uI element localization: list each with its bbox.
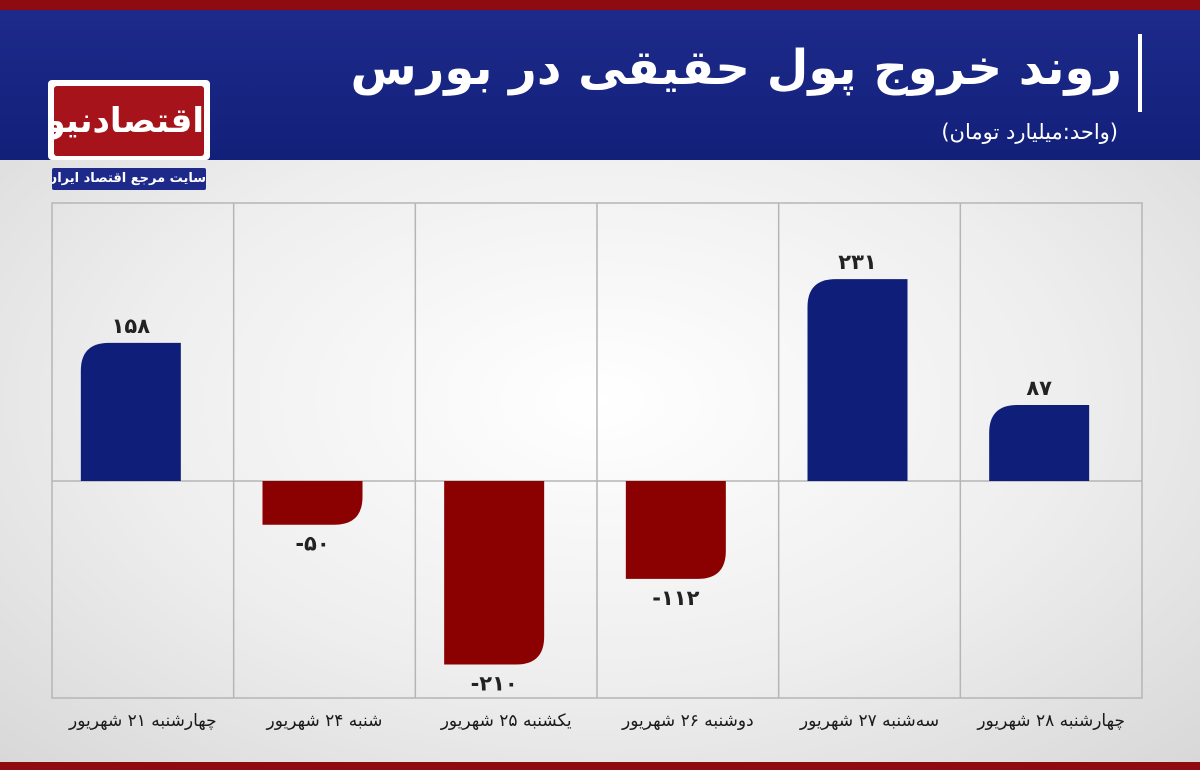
data-label: ۱۵۸ xyxy=(112,314,151,338)
chart-bars xyxy=(80,279,1090,665)
category-label: سه‌شنبه ۲۷ شهریور xyxy=(799,711,939,731)
bar-negative xyxy=(444,481,545,665)
chart-grid xyxy=(51,202,1143,699)
data-label: ۲۳۱ xyxy=(838,250,876,274)
title-divider xyxy=(1138,34,1142,112)
brand-logo: اقتصادنیوز xyxy=(48,80,210,160)
bar-positive xyxy=(989,404,1090,481)
bar-positive xyxy=(807,279,908,481)
bar-positive xyxy=(80,342,181,481)
bottom-accent-strip xyxy=(0,762,1200,770)
category-label: چهارشنبه ۲۸ شهریور xyxy=(976,711,1125,731)
unit-subtitle: (واحد:میلیارد تومان) xyxy=(941,120,1118,144)
data-label: ۸۷ xyxy=(1026,376,1052,400)
category-label: چهارشنبه ۲۱ شهریور xyxy=(68,711,217,731)
logo-wordmark: اقتصادنیوز xyxy=(54,86,204,156)
category-label: شنبه ۲۴ شهریور xyxy=(266,711,383,731)
chart-labels: ۱۵۸ چهارشنبه ۲۱ شهریور -۵۰ شنبه ۲۴ شهریور -۲… xyxy=(68,250,1125,731)
category-label: یکشنبه ۲۵ شهریور xyxy=(440,711,572,731)
bar-negative xyxy=(625,481,726,579)
logo-tagline: سایت مرجع اقتصاد ایران xyxy=(52,168,206,190)
category-label: دوشنبه ۲۶ شهریور xyxy=(621,711,754,731)
data-label: -۵۰ xyxy=(295,532,329,556)
data-label: -۲۱۰ xyxy=(471,672,518,696)
top-accent-strip xyxy=(0,0,1200,10)
data-label: -۱۱۲ xyxy=(652,586,699,610)
page-title: روند خروج پول حقیقی در بورس xyxy=(350,40,1122,96)
bar-negative xyxy=(262,481,363,525)
